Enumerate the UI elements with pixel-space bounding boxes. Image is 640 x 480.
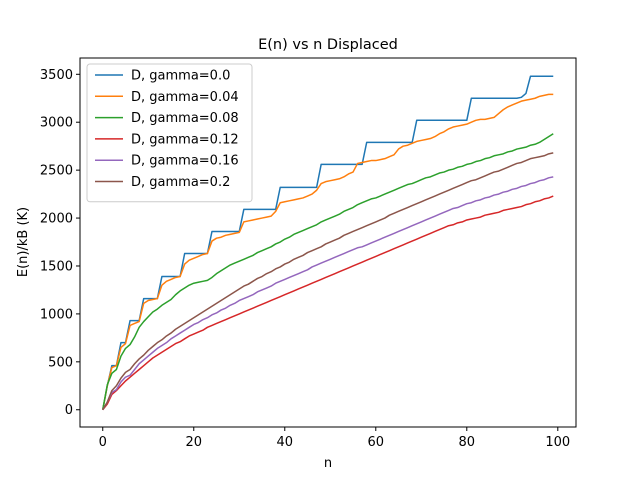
chart-title: E(n) vs n Displaced bbox=[258, 37, 398, 53]
y-axis-label: E(n)/kB (K) bbox=[16, 207, 31, 277]
legend: D, gamma=0.0 D, gamma=0.04 D, gamma=0.08 D,… bbox=[86, 63, 253, 203]
legend-label-3: D, gamma=0.12 bbox=[131, 132, 239, 147]
y-tick-label: 2000 bbox=[40, 212, 73, 227]
x-axis: 0 20 40 60 80 100 bbox=[99, 427, 570, 450]
x-tick-label: 100 bbox=[545, 435, 570, 450]
y-tick-label: 500 bbox=[48, 355, 73, 370]
legend-box bbox=[86, 63, 253, 203]
x-tick-label: 80 bbox=[459, 435, 476, 450]
legend-label-1: D, gamma=0.04 bbox=[131, 90, 239, 105]
plot-frame bbox=[79, 57, 577, 428]
series-line-5 bbox=[102, 152, 554, 411]
y-tick-label: 3500 bbox=[40, 68, 73, 83]
y-tick-label: 3000 bbox=[40, 116, 73, 131]
y-tick-label: 1000 bbox=[40, 307, 73, 322]
series-layer bbox=[102, 75, 554, 411]
x-tick-label: 60 bbox=[368, 435, 385, 450]
x-tick-label: 20 bbox=[185, 435, 202, 450]
legend-label-2: D, gamma=0.08 bbox=[131, 111, 239, 126]
x-tick-label: 40 bbox=[276, 435, 293, 450]
legend-label-4: D, gamma=0.16 bbox=[131, 154, 239, 169]
y-tick-label: 1500 bbox=[40, 259, 73, 274]
y-tick-label: 0 bbox=[65, 403, 73, 418]
legend-label-5: D, gamma=0.2 bbox=[131, 175, 230, 190]
y-tick-label: 2500 bbox=[40, 164, 73, 179]
x-axis-label: n bbox=[324, 456, 332, 471]
series-line-2 bbox=[102, 133, 554, 410]
series-line-1 bbox=[102, 93, 554, 410]
y-axis: 0 500 1000 1500 2000 2500 3000 3500 bbox=[40, 68, 80, 418]
x-tick-label: 0 bbox=[99, 435, 107, 450]
series-line-4 bbox=[102, 176, 554, 411]
legend-label-0: D, gamma=0.0 bbox=[131, 69, 230, 84]
series-line-3 bbox=[102, 195, 554, 411]
